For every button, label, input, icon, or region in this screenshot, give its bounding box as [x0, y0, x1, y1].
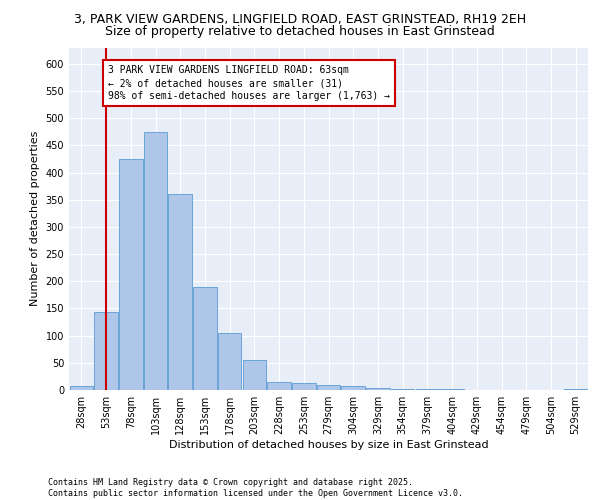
Bar [242, 360, 266, 390]
Text: 3 PARK VIEW GARDENS LINGFIELD ROAD: 63sqm
← 2% of detached houses are smaller (3: 3 PARK VIEW GARDENS LINGFIELD ROAD: 63sq… [108, 65, 390, 102]
Bar [440, 389, 464, 390]
Text: 3, PARK VIEW GARDENS, LINGFIELD ROAD, EAST GRINSTEAD, RH19 2EH: 3, PARK VIEW GARDENS, LINGFIELD ROAD, EA… [74, 12, 526, 26]
Bar [341, 386, 365, 390]
Y-axis label: Number of detached properties: Number of detached properties [30, 131, 40, 306]
Bar [292, 384, 316, 390]
Bar [218, 333, 241, 390]
Text: Size of property relative to detached houses in East Grinstead: Size of property relative to detached ho… [105, 25, 495, 38]
Bar [268, 382, 291, 390]
Bar [169, 194, 192, 390]
Bar [317, 384, 340, 390]
Bar [94, 312, 118, 390]
X-axis label: Distribution of detached houses by size in East Grinstead: Distribution of detached houses by size … [169, 440, 488, 450]
Bar [564, 389, 587, 390]
Bar [70, 386, 93, 390]
Bar [391, 389, 415, 390]
Bar [193, 286, 217, 390]
Text: Contains HM Land Registry data © Crown copyright and database right 2025.
Contai: Contains HM Land Registry data © Crown c… [48, 478, 463, 498]
Bar [366, 388, 389, 390]
Bar [119, 159, 143, 390]
Bar [144, 132, 167, 390]
